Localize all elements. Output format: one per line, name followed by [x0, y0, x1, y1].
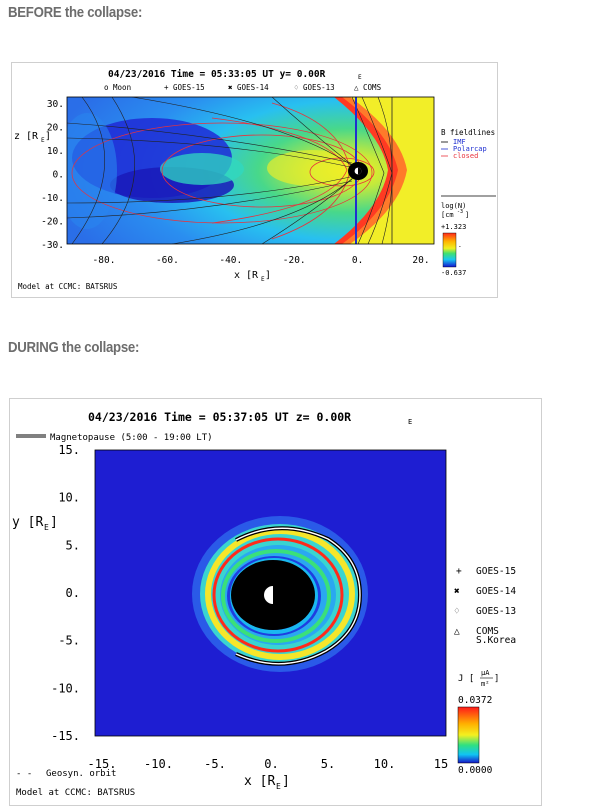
- svg-text:- -: - -: [16, 769, 32, 779]
- fig1-xlabel-sub: E: [261, 276, 265, 283]
- legend-goes14: ✖ GOES-14: [228, 83, 269, 92]
- fig1-colorbar: log(N) [cm -3 ] +1.323 - -0.637: [441, 202, 469, 277]
- cb1-label2: [cm: [441, 211, 454, 219]
- fig2-frame: [94, 449, 447, 737]
- svg-text:]: ]: [494, 674, 499, 684]
- bfield-closed: closed: [453, 152, 478, 160]
- sat-coms-country: S.Korea: [476, 635, 516, 646]
- fig1-frame: [66, 96, 435, 245]
- section-heading-during: DURING the collapse:: [8, 339, 140, 356]
- f1y-tick: -20.: [41, 217, 64, 228]
- f2y-tick: 5.: [66, 538, 80, 552]
- cb1-min: -0.637: [441, 269, 466, 277]
- figure-before: 04/23/2016 Time = 05:33:05 UT y= 0.00R E…: [11, 62, 498, 298]
- f2y-tick: 15.: [58, 443, 80, 457]
- fig1-footer: Model at CCMC: BATSRUS: [18, 282, 118, 291]
- cb1-label1: log(N): [441, 202, 466, 210]
- section-heading-before: BEFORE the collapse:: [8, 4, 143, 21]
- svg-text:]: ]: [282, 774, 290, 789]
- f1x-tick: -40.: [219, 255, 242, 266]
- f1x-tick: -20.: [283, 255, 306, 266]
- fig2-xlabel-sub: E: [276, 782, 281, 791]
- cb2-max: 0.0372: [458, 695, 492, 706]
- fig2-ylabel: y [R: [12, 515, 43, 530]
- bfield-polarcap: Polarcap: [453, 145, 487, 153]
- fig2-footer: Model at CCMC: BATSRUS: [16, 788, 135, 798]
- mp-legend: Magnetopause (5:00 - 19:00 LT): [50, 433, 213, 443]
- f2x-tick: -10.: [144, 757, 173, 771]
- f1x-tick: 0.: [352, 255, 363, 266]
- fig1-title: 04/23/2016 Time = 05:33:05 UT y= 0.00R: [108, 69, 326, 80]
- geosyn-legend: Geosyn. orbit: [46, 769, 116, 779]
- legend-goes13: ♢ GOES-13: [294, 83, 335, 92]
- sat-legend: + GOES-15 ✖ GOES-14 ♢ GOES-13 △ COMS S.K…: [454, 566, 516, 646]
- cb2-min: 0.0000: [458, 765, 493, 776]
- legend-goes15: + GOES-15: [164, 83, 205, 92]
- sat-goes15-symbol: +: [456, 566, 462, 577]
- f1y-tick: 10.: [47, 146, 64, 157]
- f2y-tick: -10.: [51, 681, 80, 695]
- fig2-yticks: 15. 10. 5. 0. -5. -10. -15.: [51, 443, 80, 743]
- fig1-yticks: 30. 20. 10. 0. -10. -20. -30.: [41, 99, 64, 251]
- bfield-legend: B fieldlines IMF Polarcap closed: [441, 128, 496, 197]
- f2y-tick: 0.: [66, 586, 80, 600]
- cb2-unit-num: μA: [481, 669, 490, 677]
- f1y-tick: 0.: [53, 170, 64, 181]
- fig1-xlabel: x [R: [234, 270, 259, 281]
- f1y-tick: -30.: [41, 240, 64, 251]
- sat-goes13-symbol: ♢: [454, 606, 460, 617]
- magnetopause-line: [235, 527, 361, 665]
- f2x-tick: -5.: [204, 757, 226, 771]
- sat-goes15-name: GOES-15: [476, 566, 516, 577]
- sat-coms-symbol: △: [454, 626, 460, 637]
- svg-text:]: ]: [465, 211, 469, 219]
- cb2-label: J [: [458, 674, 474, 684]
- fig1-satellite-legend: o Moon + GOES-15 ✖ GOES-14 ♢ GOES-13 △ C…: [104, 83, 382, 92]
- fig2-plot-area: [95, 450, 446, 736]
- density-plot: 04/23/2016 Time = 05:33:05 UT y= 0.00R E…: [14, 69, 496, 291]
- f2y-tick: -5.: [58, 634, 80, 648]
- sat-goes13-name: GOES-13: [476, 606, 516, 617]
- fig2-xlabel: x [R: [244, 774, 275, 789]
- fig1-zlabel: z [R: [14, 131, 39, 142]
- f2x-tick: 0.: [264, 757, 278, 771]
- legend-moon: o Moon: [104, 83, 131, 92]
- f1y-tick: -10.: [41, 193, 64, 204]
- fig2-title: 04/23/2016 Time = 05:37:05 UT z= 0.00R: [88, 410, 351, 424]
- cb1-label2-sup: -3: [457, 209, 463, 215]
- f2x-tick: 10.: [374, 757, 396, 771]
- fig2-ylabel-sub: E: [44, 523, 49, 532]
- f2x-tick: -15.: [88, 757, 117, 771]
- sat-coms-name: COMS: [476, 626, 499, 637]
- f2x-tick: 5.: [321, 757, 335, 771]
- f2x-tick: 15: [434, 757, 448, 771]
- svg-text:]: ]: [265, 270, 271, 281]
- current-plot: 04/23/2016 Time = 05:37:05 UT z= 0.00R E…: [12, 410, 516, 798]
- svg-text:]: ]: [45, 131, 51, 142]
- fig1-plot-area: [67, 97, 434, 244]
- f1x-tick: -80.: [93, 255, 116, 266]
- svg-text:-: -: [458, 243, 462, 250]
- fig2-colorbar: J [ μA m² ] 0.0372 0.0000: [457, 669, 499, 776]
- f1x-tick: 20.: [412, 255, 429, 266]
- fig2-title-sub: E: [408, 418, 412, 426]
- f1y-tick: 30.: [47, 99, 64, 110]
- bfield-title: B fieldlines: [441, 128, 495, 137]
- sat-goes14-name: GOES-14: [476, 586, 516, 597]
- legend-coms: △ COMS: [354, 83, 382, 92]
- svg-text:]: ]: [50, 515, 58, 530]
- sat-goes14-symbol: ✖: [454, 586, 460, 597]
- cb1-max: +1.323: [441, 223, 466, 231]
- fig1-xticks: -80. -60. -40. -20. 0. 20.: [93, 255, 430, 266]
- fig1-zlabel-sub: E: [41, 137, 45, 144]
- f1x-tick: -60.: [156, 255, 179, 266]
- fig1-title-sub: E: [358, 74, 362, 81]
- figure-during: 04/23/2016 Time = 05:37:05 UT z= 0.00R E…: [9, 398, 542, 806]
- fig2-xticks: -15. -10. -5. 0. 5. 10. 15: [88, 757, 449, 771]
- f2y-tick: -15.: [51, 729, 80, 743]
- cb2-unit-den: m²: [481, 680, 489, 688]
- f1y-tick: 20.: [47, 123, 64, 134]
- bfield-imf: IMF: [453, 138, 466, 146]
- f2y-tick: 10.: [58, 491, 80, 505]
